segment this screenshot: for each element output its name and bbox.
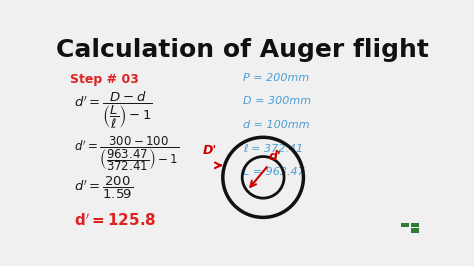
Text: Step # 03: Step # 03 bbox=[70, 73, 139, 86]
Text: L = 963.47: L = 963.47 bbox=[243, 167, 305, 177]
FancyBboxPatch shape bbox=[401, 223, 409, 227]
Text: $d' = \dfrac{200}{1.59}$: $d' = \dfrac{200}{1.59}$ bbox=[74, 175, 133, 201]
Text: $d' = \dfrac{300-100}{\left(\dfrac{963.47}{372.41}\right)-1}$: $d' = \dfrac{300-100}{\left(\dfrac{963.4… bbox=[74, 134, 179, 173]
FancyBboxPatch shape bbox=[411, 223, 419, 227]
Text: D = 300mm: D = 300mm bbox=[243, 97, 311, 106]
Text: d': d' bbox=[269, 150, 282, 163]
Text: ℓ = 372.41: ℓ = 372.41 bbox=[243, 144, 303, 153]
Text: D': D' bbox=[203, 144, 217, 157]
Text: Calculation of Auger flight: Calculation of Auger flight bbox=[56, 38, 429, 62]
Text: $\bf{d' = 125.8}$: $\bf{d' = 125.8}$ bbox=[74, 212, 156, 229]
Text: P = 200mm: P = 200mm bbox=[243, 73, 309, 83]
Text: $d' = \dfrac{D-d}{\left(\dfrac{L}{\ell}\right)-1}$: $d' = \dfrac{D-d}{\left(\dfrac{L}{\ell}\… bbox=[74, 89, 153, 131]
Text: d = 100mm: d = 100mm bbox=[243, 120, 310, 130]
FancyBboxPatch shape bbox=[411, 228, 419, 233]
